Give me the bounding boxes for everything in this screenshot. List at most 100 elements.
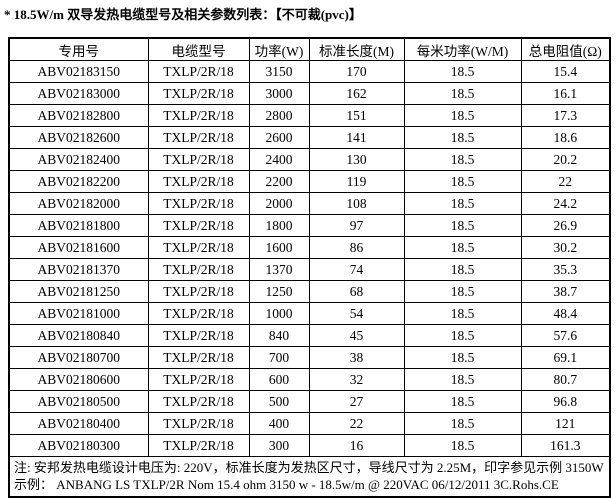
table-cell: 18.5: [403, 214, 522, 237]
table-cell: TXLP/2R/18: [147, 368, 250, 391]
table-cell: 18.5: [403, 236, 522, 259]
table-cell: 22: [308, 412, 405, 435]
table-cell: 16: [308, 434, 405, 457]
table-cell: 2000: [248, 192, 310, 215]
table-cell: 2600: [248, 126, 310, 149]
table-cell: 20.2: [520, 148, 611, 171]
table-cell: 840: [248, 324, 310, 347]
table-cell: 18.6: [520, 126, 611, 149]
note-line-2: 示例： ANBANG LS TXLP/2R Nom 15.4 ohm 3150 …: [14, 477, 559, 492]
table-cell: TXLP/2R/18: [147, 390, 250, 413]
table-cell: 35.3: [520, 258, 611, 281]
table-cell: 96.8: [520, 390, 611, 413]
table-cell: 22: [520, 170, 611, 193]
notes-cell: 注: 安邦发热电缆设计电压为: 220V，标准长度为发热区尺寸，导线尺寸为 2.…: [8, 456, 611, 498]
table-cell: 38.7: [520, 280, 611, 303]
table-cell: 27: [308, 390, 405, 413]
table-cell: 32: [308, 368, 405, 391]
table-cell: 16.1: [520, 82, 611, 105]
heating-cable-params-table: 专用号 电缆型号 功率(W) 标准长度(M) 每米功率(W/M) 总电阻值(Ω) ABV0…: [8, 37, 611, 498]
table-cell: TXLP/2R/18: [147, 324, 250, 347]
table-cell: 18.5: [403, 324, 522, 347]
table-cell: 162: [308, 82, 405, 105]
table-cell: 18.5: [403, 258, 522, 281]
table-row: ABV02181250 TXLP/2R/18 1250 68 18.5 38.7: [8, 280, 611, 303]
table-cell: 108: [308, 192, 405, 215]
table-cell: 151: [308, 104, 405, 127]
table-row: ABV02181000 TXLP/2R/18 1000 54 18.5 48.4: [8, 302, 611, 325]
page-title: * 18.5W/m 双导发热电缆型号及相关参数列表：【不可裁(pvc)】: [4, 7, 362, 22]
table-cell: ABV02182400: [8, 148, 149, 171]
table-row: ABV02182400 TXLP/2R/18 2400 130 18.5 20.2: [8, 148, 611, 171]
table-row: ABV02180840 TXLP/2R/18 840 45 18.5 57.6: [8, 324, 611, 347]
table-cell: 57.6: [520, 324, 611, 347]
table-cell: 18.5: [403, 170, 522, 193]
table-cell: TXLP/2R/18: [147, 126, 250, 149]
table-cell: 161.3: [520, 434, 611, 457]
table-cell: ABV02181600: [8, 236, 149, 259]
table-cell: TXLP/2R/18: [147, 214, 250, 237]
table-cell: 18.5: [403, 60, 522, 83]
table-cell: ABV02180300: [8, 434, 149, 457]
table-cell: 97: [308, 214, 405, 237]
table-cell: 300: [248, 434, 310, 457]
table-cell: TXLP/2R/18: [147, 60, 250, 83]
table-cell: 18.5: [403, 390, 522, 413]
table-cell: 86: [308, 236, 405, 259]
table-cell: 45: [308, 324, 405, 347]
table-cell: 69.1: [520, 346, 611, 369]
table-cell: 500: [248, 390, 310, 413]
table-cell: 141: [308, 126, 405, 149]
table-row: ABV02180700 TXLP/2R/18 700 38 18.5 69.1: [8, 346, 611, 369]
column-header: 总电阻值(Ω): [520, 37, 611, 61]
table-row: ABV02183150 TXLP/2R/18 3150 170 18.5 15.4: [8, 60, 611, 83]
table-cell: 18.5: [403, 368, 522, 391]
table-cell: 2200: [248, 170, 310, 193]
table-cell: 3150: [248, 60, 310, 83]
table-cell: ABV02182600: [8, 126, 149, 149]
column-header: 电缆型号: [147, 37, 250, 61]
table-cell: 2400: [248, 148, 310, 171]
table-row: ABV02181600 TXLP/2R/18 1600 86 18.5 30.2: [8, 236, 611, 259]
table-cell: TXLP/2R/18: [147, 148, 250, 171]
note-line-1: 注: 安邦发热电缆设计电压为: 220V，标准长度为发热区尺寸，导线尺寸为 2.…: [14, 460, 604, 475]
table-cell: 48.4: [520, 302, 611, 325]
table-cell: 18.5: [403, 148, 522, 171]
column-header: 功率(W): [248, 37, 310, 61]
table-cell: 1800: [248, 214, 310, 237]
table-cell: ABV02182200: [8, 170, 149, 193]
table-body: ABV02183150 TXLP/2R/18 3150 170 18.5 15.4 ABV0…: [8, 60, 611, 457]
table-cell: ABV02181800: [8, 214, 149, 237]
table-cell: 80.7: [520, 368, 611, 391]
table-cell: 18.5: [403, 104, 522, 127]
table-row: ABV02180400 TXLP/2R/18 400 22 18.5 121: [8, 412, 611, 435]
table-cell: 1250: [248, 280, 310, 303]
table-cell: 18.5: [403, 434, 522, 457]
table-cell: 18.5: [403, 126, 522, 149]
table-row: ABV02180600 TXLP/2R/18 600 32 18.5 80.7: [8, 368, 611, 391]
table-cell: 24.2: [520, 192, 611, 215]
table-cell: ABV02180500: [8, 390, 149, 413]
table-row: ABV02182800 TXLP/2R/18 2800 151 18.5 17.3: [8, 104, 611, 127]
column-header: 每米功率(W/M): [403, 37, 522, 61]
table-cell: 170: [308, 60, 405, 83]
table-row: ABV02181370 TXLP/2R/18 1370 74 18.5 35.3: [8, 258, 611, 281]
table-cell: 1370: [248, 258, 310, 281]
table-cell: 1000: [248, 302, 310, 325]
table-cell: ABV02181000: [8, 302, 149, 325]
table-row: ABV02181800 TXLP/2R/18 1800 97 18.5 26.9: [8, 214, 611, 237]
table-cell: TXLP/2R/18: [147, 82, 250, 105]
notes-row: 注: 安邦发热电缆设计电压为: 220V，标准长度为发热区尺寸，导线尺寸为 2.…: [8, 456, 611, 498]
table-cell: 600: [248, 368, 310, 391]
table-cell: TXLP/2R/18: [147, 302, 250, 325]
table-cell: 74: [308, 258, 405, 281]
table-cell: 30.2: [520, 236, 611, 259]
table-row: ABV02180500 TXLP/2R/18 500 27 18.5 96.8: [8, 390, 611, 413]
table-cell: TXLP/2R/18: [147, 412, 250, 435]
table-row: ABV02183000 TXLP/2R/18 3000 162 18.5 16.1: [8, 82, 611, 105]
table-cell: 121: [520, 412, 611, 435]
table-cell: 130: [308, 148, 405, 171]
table-row: ABV02182600 TXLP/2R/18 2600 141 18.5 18.6: [8, 126, 611, 149]
header-row: 专用号 电缆型号 功率(W) 标准长度(M) 每米功率(W/M) 总电阻值(Ω): [8, 37, 611, 61]
table-cell: ABV02180600: [8, 368, 149, 391]
